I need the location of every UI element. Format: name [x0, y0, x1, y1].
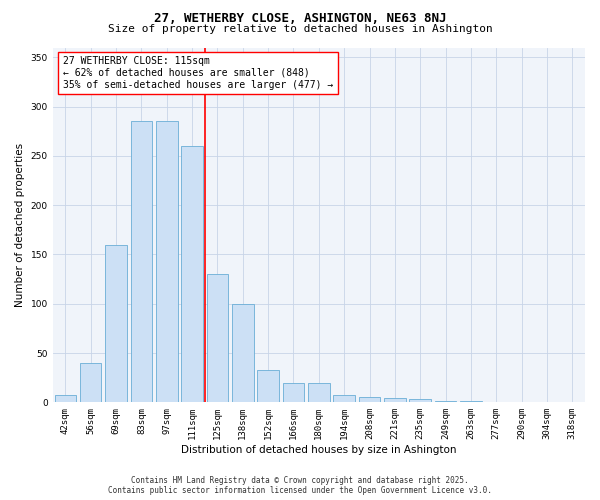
Text: Size of property relative to detached houses in Ashington: Size of property relative to detached ho…: [107, 24, 493, 34]
Bar: [181, 146, 203, 403]
Bar: [206, 274, 228, 402]
Bar: [257, 370, 279, 402]
Bar: [334, 396, 355, 402]
Bar: [105, 244, 127, 402]
Text: Contains HM Land Registry data © Crown copyright and database right 2025.
Contai: Contains HM Land Registry data © Crown c…: [108, 476, 492, 495]
Bar: [409, 400, 431, 402]
Bar: [359, 398, 380, 402]
Text: 27, WETHERBY CLOSE, ASHINGTON, NE63 8NJ: 27, WETHERBY CLOSE, ASHINGTON, NE63 8NJ: [154, 12, 446, 26]
Text: 27 WETHERBY CLOSE: 115sqm
← 62% of detached houses are smaller (848)
35% of semi: 27 WETHERBY CLOSE: 115sqm ← 62% of detac…: [64, 56, 334, 90]
Bar: [283, 382, 304, 402]
Bar: [80, 363, 101, 403]
Y-axis label: Number of detached properties: Number of detached properties: [15, 143, 25, 307]
Bar: [308, 382, 329, 402]
Bar: [384, 398, 406, 402]
Bar: [55, 396, 76, 402]
Bar: [156, 122, 178, 402]
X-axis label: Distribution of detached houses by size in Ashington: Distribution of detached houses by size …: [181, 445, 457, 455]
Bar: [131, 122, 152, 402]
Bar: [232, 304, 254, 402]
